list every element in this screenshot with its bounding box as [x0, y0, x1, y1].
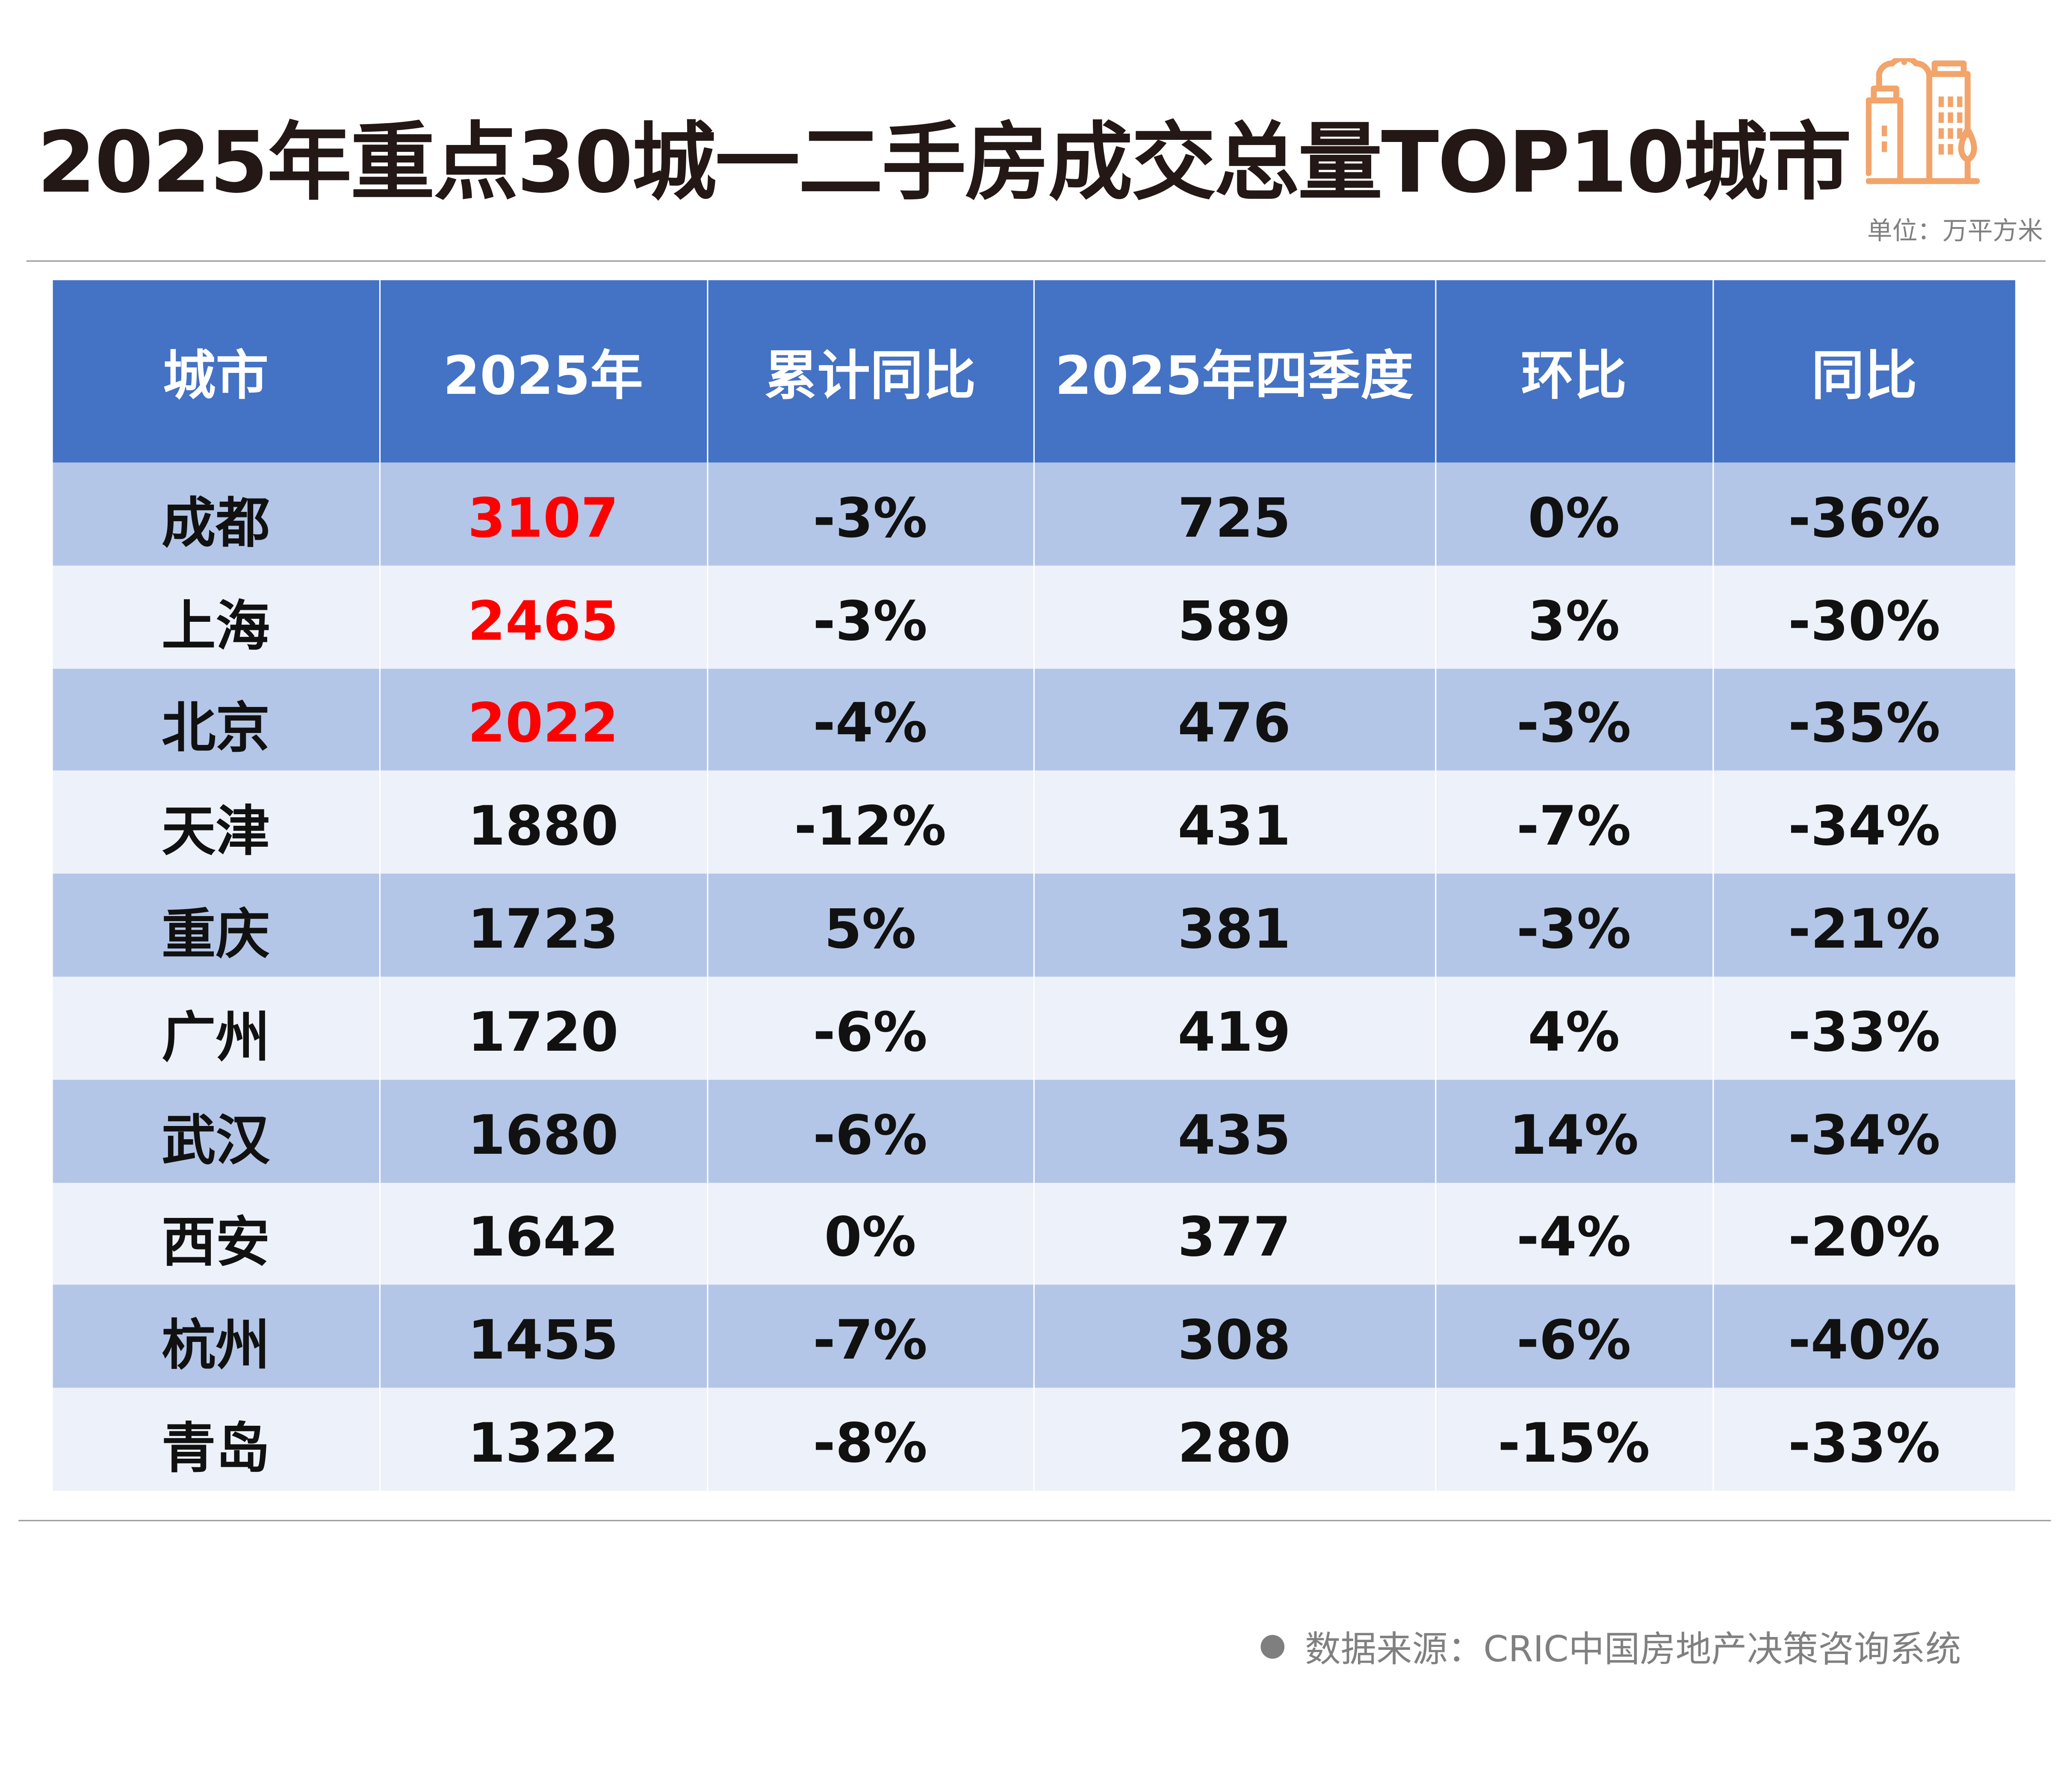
cumulative-yoy-cell: 0% [707, 1182, 1034, 1285]
page-title: 2025年重点30城一二手房成交总量TOP10城市 [37, 115, 1852, 213]
yoy-cell: -34% [1712, 1079, 2016, 1182]
column-header: 同比 [1712, 280, 2016, 463]
city-cell: 西安 [53, 1182, 380, 1285]
table-row: 天津 1880 -12% 431 -7% -34% [53, 771, 2016, 874]
qoq-cell: -6% [1435, 1285, 1713, 1388]
q4-cell: 381 [1033, 874, 1436, 977]
bullet-icon [1260, 1634, 1284, 1658]
year-2025-cell: 1455 [379, 1285, 708, 1388]
column-header: 2025年四季度 [1033, 280, 1436, 463]
yoy-cell: -33% [1712, 1388, 2016, 1491]
q4-cell: 435 [1033, 1079, 1436, 1182]
year-2025-cell: 2465 [379, 565, 708, 668]
q4-cell: 431 [1033, 771, 1436, 874]
column-header: 累计同比 [707, 280, 1034, 463]
cumulative-yoy-cell: -3% [707, 462, 1034, 566]
qoq-cell: -7% [1435, 771, 1713, 874]
city-buildings-icon [1865, 58, 1980, 184]
table-row: 西安 1642 0% 377 -4% -20% [53, 1182, 2016, 1285]
q4-cell: 280 [1033, 1388, 1436, 1491]
table-header-row: 城市 2025年 累计同比 2025年四季度 环比 同比 [53, 280, 2016, 463]
city-cell: 武汉 [53, 1079, 380, 1182]
cumulative-yoy-cell: -8% [707, 1388, 1034, 1491]
year-2025-cell: 1322 [379, 1388, 708, 1491]
table-row: 上海 2465 -3% 589 3% -30% [53, 565, 2016, 668]
cumulative-yoy-cell: -3% [707, 565, 1034, 668]
year-2025-cell: 1880 [379, 771, 708, 874]
q4-cell: 476 [1033, 668, 1436, 771]
bottom-divider [18, 1520, 2051, 1522]
year-2025-cell: 1680 [379, 1079, 708, 1182]
table-row: 成都 3107 -3% 725 0% -36% [53, 462, 2016, 566]
cumulative-yoy-cell: -6% [707, 976, 1034, 1080]
table-row: 广州 1720 -6% 419 4% -33% [53, 976, 2016, 1080]
yoy-cell: -36% [1712, 462, 2016, 566]
qoq-cell: -3% [1435, 874, 1713, 977]
yoy-cell: -30% [1712, 565, 2016, 668]
column-header: 城市 [53, 280, 380, 463]
year-2025-cell: 3107 [379, 462, 708, 566]
table-row: 杭州 1455 -7% 308 -6% -40% [53, 1285, 2016, 1388]
q4-cell: 725 [1033, 462, 1436, 566]
column-header: 环比 [1435, 280, 1713, 463]
city-cell: 北京 [53, 668, 380, 771]
cumulative-yoy-cell: -7% [707, 1285, 1034, 1388]
city-cell: 广州 [53, 976, 380, 1080]
yoy-cell: -20% [1712, 1182, 2016, 1285]
city-cell: 成都 [53, 462, 380, 566]
year-2025-cell: 2022 [379, 668, 708, 771]
qoq-cell: 3% [1435, 565, 1713, 668]
unit-label: 单位：万平方米 [1867, 216, 2043, 246]
qoq-cell: 14% [1435, 1079, 1713, 1182]
year-2025-cell: 1642 [379, 1182, 708, 1285]
year-2025-cell: 1720 [379, 976, 708, 1080]
yoy-cell: -33% [1712, 976, 2016, 1080]
source-note: 数据来源：CRIC中国房地产决策咨询系统 [1260, 1620, 1961, 1672]
cumulative-yoy-cell: -12% [707, 771, 1034, 874]
yoy-cell: -34% [1712, 771, 2016, 874]
q4-cell: 308 [1033, 1285, 1436, 1388]
yoy-cell: -40% [1712, 1285, 2016, 1388]
q4-cell: 377 [1033, 1182, 1436, 1285]
ranking-table: 城市 2025年 累计同比 2025年四季度 环比 同比 成都 3107 -3% 72… [53, 280, 2016, 1491]
column-header: 2025年 [379, 280, 708, 463]
source-text: 数据来源：CRIC中国房地产决策咨询系统 [1305, 1629, 1961, 1671]
table-row: 武汉 1680 -6% 435 14% -34% [53, 1079, 2016, 1182]
city-cell: 上海 [53, 565, 380, 668]
q4-cell: 589 [1033, 565, 1436, 668]
yoy-cell: -21% [1712, 874, 2016, 977]
qoq-cell: -4% [1435, 1182, 1713, 1285]
city-cell: 青岛 [53, 1388, 380, 1491]
table-row: 北京 2022 -4% 476 -3% -35% [53, 668, 2016, 771]
table-row: 重庆 1723 5% 381 -3% -21% [53, 874, 2016, 977]
cumulative-yoy-cell: -6% [707, 1079, 1034, 1182]
yoy-cell: -35% [1712, 668, 2016, 771]
cumulative-yoy-cell: -4% [707, 668, 1034, 771]
city-cell: 重庆 [53, 874, 380, 977]
top-divider [26, 260, 2046, 262]
q4-cell: 419 [1033, 976, 1436, 1080]
qoq-cell: 4% [1435, 976, 1713, 1080]
qoq-cell: -15% [1435, 1388, 1713, 1491]
city-cell: 杭州 [53, 1285, 380, 1388]
city-cell: 天津 [53, 771, 380, 874]
year-2025-cell: 1723 [379, 874, 708, 977]
qoq-cell: 0% [1435, 462, 1713, 566]
qoq-cell: -3% [1435, 668, 1713, 771]
table-row: 青岛 1322 -8% 280 -15% -33% [53, 1388, 2016, 1491]
cumulative-yoy-cell: 5% [707, 874, 1034, 977]
